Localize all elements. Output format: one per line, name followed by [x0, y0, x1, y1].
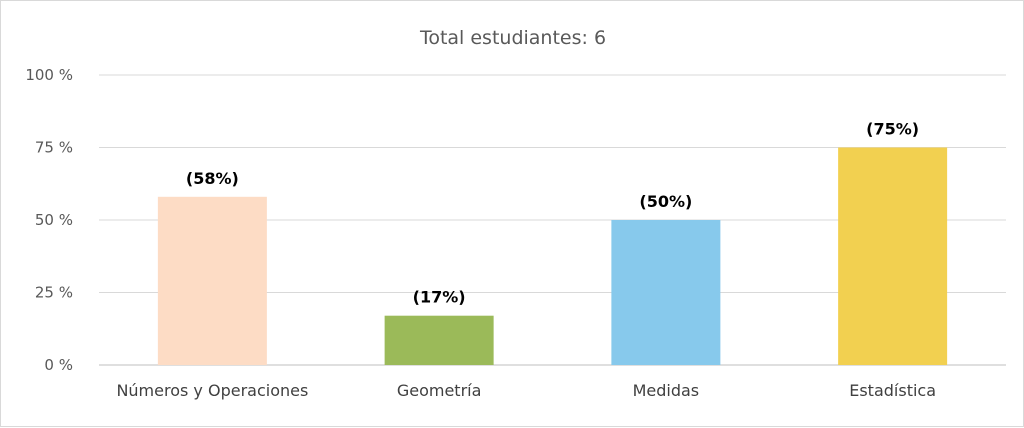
y-tick-label: 25 %	[35, 284, 73, 302]
y-tick-label: 100 %	[25, 66, 73, 84]
y-axis: 0 % 25 % 50 % 75 % 100 %	[25, 66, 73, 374]
x-tick-label: Números y Operaciones	[116, 381, 308, 400]
data-label: (58%)	[186, 169, 239, 188]
bars	[157, 147, 948, 365]
chart-title: Total estudiantes: 6	[419, 27, 606, 49]
x-tick-label: Estadística	[849, 381, 936, 400]
x-tick-label: Medidas	[633, 381, 700, 400]
bar	[611, 220, 721, 365]
y-tick-label: 75 %	[35, 139, 73, 157]
data-label: (75%)	[866, 120, 919, 139]
data-labels: (58%) (17%) (50%) (75%)	[186, 120, 919, 307]
x-axis: Números y Operaciones Geometría Medidas Est…	[116, 381, 936, 400]
data-label: (50%)	[639, 192, 692, 211]
bar	[838, 147, 948, 365]
x-tick-label: Geometría	[397, 381, 482, 400]
bar	[384, 315, 494, 365]
y-tick-label: 50 %	[35, 211, 73, 229]
bar	[157, 196, 267, 365]
data-label: (17%)	[413, 288, 466, 307]
y-tick-label: 0 %	[44, 356, 73, 374]
